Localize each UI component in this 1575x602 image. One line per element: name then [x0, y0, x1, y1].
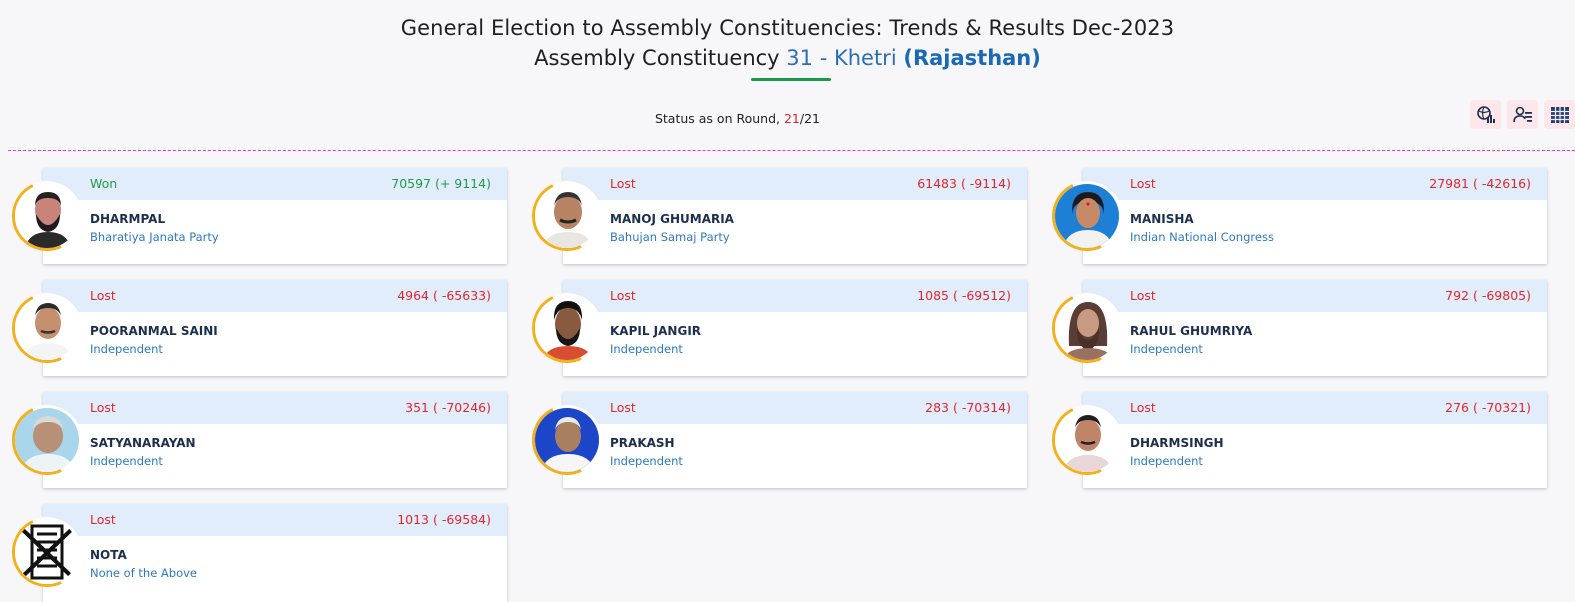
- candidate-name: DHARMSINGH: [1130, 436, 1224, 450]
- candidate-card[interactable]: Lost 1013 ( -69584) NOTA None of the Abo…: [43, 504, 507, 602]
- round-separator: /: [799, 111, 805, 126]
- total-rounds: 21: [804, 111, 821, 126]
- party-name: None of the Above: [90, 566, 198, 580]
- party-name: Independent: [90, 454, 163, 468]
- candidate-list-icon: [1512, 106, 1532, 122]
- result-status: Won: [90, 176, 118, 191]
- candidate-card[interactable]: Lost 351 ( -70246) SATYANARAYAN Independ…: [43, 392, 507, 488]
- page-title: General Election to Assembly Constituenc…: [400, 16, 1175, 40]
- card-header: [563, 392, 1027, 424]
- candidate-name: KAPIL JANGIR: [610, 324, 702, 338]
- card-header: [563, 168, 1027, 200]
- candidate-card[interactable]: Lost 1085 ( -69512) KAPIL JANGIR Indepen…: [563, 280, 1027, 376]
- result-status: Lost: [1130, 176, 1156, 191]
- vote-count: 1013 ( -69584): [397, 512, 491, 527]
- candidate-photo: [535, 296, 599, 360]
- candidate-name: NOTA: [90, 548, 127, 562]
- result-status: Lost: [610, 400, 636, 415]
- candidate-card[interactable]: Lost 276 ( -70321) DHARMSINGH Independen…: [1083, 392, 1547, 488]
- card-header: [1083, 168, 1547, 200]
- vote-count: 1085 ( -69512): [917, 288, 1011, 303]
- view-toolbar: [1470, 100, 1575, 129]
- card-header: [43, 280, 507, 312]
- candidate-card[interactable]: Lost 792 ( -69805) RAHUL GHUMRIYA Indepe…: [1083, 280, 1547, 376]
- candidate-name: DHARMPAL: [90, 212, 166, 226]
- card-header: [1083, 392, 1547, 424]
- result-status: Lost: [1130, 288, 1156, 303]
- nota-icon: [15, 520, 79, 584]
- candidate-name: MANISHA: [1130, 212, 1194, 226]
- vote-count: 283 ( -70314): [925, 400, 1011, 415]
- candidate-photo: [1055, 184, 1119, 248]
- candidate-name: MANOJ GHUMARIA: [610, 212, 734, 226]
- candidate-photo: [15, 408, 79, 472]
- state-name: (Rajasthan): [903, 46, 1041, 70]
- vote-count: 351 ( -70246): [405, 400, 491, 415]
- candidate-name: RAHUL GHUMRIYA: [1130, 324, 1253, 338]
- round-status: Status as on Round, 21/21: [0, 111, 1475, 126]
- candidate-photo: [535, 408, 599, 472]
- result-status: Lost: [90, 400, 116, 415]
- card-header: [43, 504, 507, 536]
- map-view-button[interactable]: [1470, 100, 1501, 129]
- round-status-label: Status as on Round,: [654, 111, 780, 126]
- result-status: Lost: [90, 288, 116, 303]
- candidate-card[interactable]: Lost 4964 ( -65633) POORANMAL SAINI Inde…: [43, 280, 507, 376]
- table-view-button[interactable]: [1544, 100, 1575, 129]
- constituency-name: 31 - Khetri: [786, 46, 897, 70]
- card-header: [563, 280, 1027, 312]
- party-name: Bharatiya Janata Party: [90, 230, 219, 244]
- candidate-card[interactable]: Won 70597 (+ 9114) DHARMPAL Bharatiya Ja…: [43, 168, 507, 264]
- vote-count: 4964 ( -65633): [397, 288, 491, 303]
- candidate-photo: [1055, 408, 1119, 472]
- current-round: 21: [783, 111, 800, 126]
- candidate-photo: [1055, 296, 1119, 360]
- vote-count: 792 ( -69805): [1445, 288, 1531, 303]
- candidate-photo: [15, 296, 79, 360]
- title-underline: [751, 78, 831, 81]
- constituency-prefix: Assembly Constituency: [534, 46, 780, 70]
- result-status: Lost: [90, 512, 116, 527]
- party-name: Independent: [90, 342, 163, 356]
- vote-count: 61483 ( -9114): [917, 176, 1011, 191]
- candidate-photo: [535, 184, 599, 248]
- candidate-name: SATYANARAYAN: [90, 436, 196, 450]
- party-name: Independent: [610, 454, 683, 468]
- card-header: [1083, 280, 1547, 312]
- vote-count: 70597 (+ 9114): [391, 176, 491, 191]
- party-name: Bahujan Samaj Party: [610, 230, 730, 244]
- result-status: Lost: [610, 288, 636, 303]
- result-status: Lost: [610, 176, 636, 191]
- card-header: [43, 392, 507, 424]
- vote-count: 27981 ( -42616): [1429, 176, 1531, 191]
- party-name: Independent: [1130, 342, 1203, 356]
- candidate-name: POORANMAL SAINI: [90, 324, 218, 338]
- map-chart-icon: [1476, 105, 1495, 123]
- constituency-title: Assembly Constituency 31 - Khetri (Rajas…: [0, 46, 1575, 70]
- candidate-card[interactable]: Lost 283 ( -70314) PRAKASH Independent: [563, 392, 1027, 488]
- section-divider: [8, 150, 1575, 151]
- candidate-card[interactable]: Lost 61483 ( -9114) MANOJ GHUMARIA Bahuj…: [563, 168, 1027, 264]
- candidate-name: PRAKASH: [610, 436, 675, 450]
- table-grid-icon: [1550, 106, 1569, 123]
- candidate-photo: [15, 184, 79, 248]
- vote-count: 276 ( -70321): [1445, 400, 1531, 415]
- card-header: [43, 168, 507, 200]
- party-name: Independent: [1130, 454, 1203, 468]
- result-status: Lost: [1130, 400, 1156, 415]
- party-name: Independent: [610, 342, 683, 356]
- candidate-view-button[interactable]: [1507, 100, 1538, 129]
- candidate-card[interactable]: Lost 27981 ( -42616) MANISHA Indian Nati…: [1083, 168, 1547, 264]
- party-name: Indian National Congress: [1130, 230, 1274, 244]
